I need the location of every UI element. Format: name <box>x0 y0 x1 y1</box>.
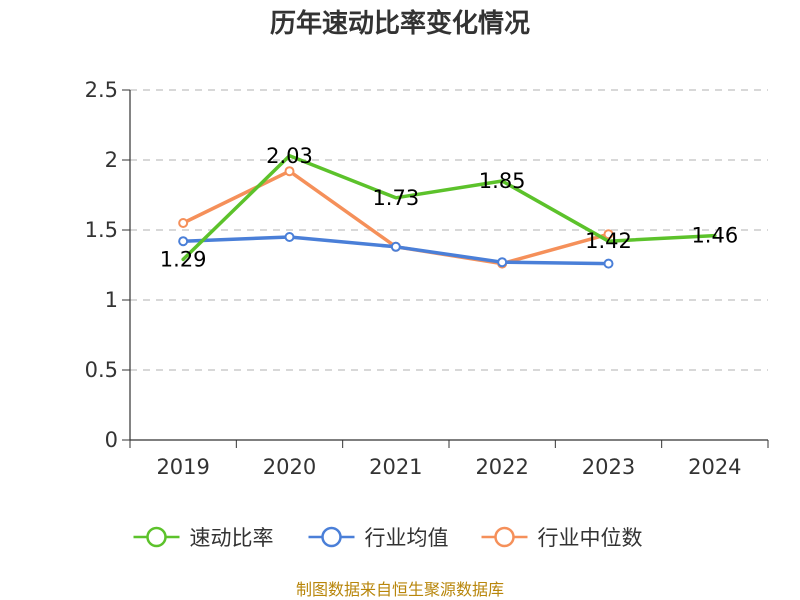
series-line-速动比率 <box>181 154 717 262</box>
data-label-2022: 1.85 <box>479 169 526 193</box>
x-tick-label-2021: 2021 <box>369 455 422 479</box>
y-tick-label-5: 2.5 <box>85 78 118 102</box>
axes: 0 0.5 1 1.5 2 2.5 2019 2020 2021 2022 2023 2024 <box>85 78 769 479</box>
legend-item-速动比率[interactable]: 速动比率 <box>133 526 274 550</box>
legend[interactable]: 速动比率 行业均值 行业中位数 <box>133 526 643 550</box>
x-tick-label-2019: 2019 <box>156 455 209 479</box>
data-label-2024: 1.46 <box>691 224 738 248</box>
y-tick-label-4: 2 <box>105 148 118 172</box>
data-label-2023: 1.42 <box>585 229 632 253</box>
point-行业中位数-2020 <box>284 166 295 177</box>
legend-item-行业均值[interactable]: 行业均值 <box>308 526 449 550</box>
legend-label-速动比率: 速动比率 <box>190 526 274 550</box>
x-tick-label-2020: 2020 <box>263 455 316 479</box>
x-tick-label-2024: 2024 <box>688 455 741 479</box>
series-layer <box>178 154 717 269</box>
grid-lines <box>130 89 768 371</box>
source-note: 制图数据来自恒生聚源数据库 <box>296 580 504 599</box>
legend-label-行业均值: 行业均值 <box>365 526 449 550</box>
data-label-2019: 1.29 <box>160 247 207 271</box>
point-行业均值-2020 <box>284 232 295 242</box>
legend-item-行业中位数[interactable]: 行业中位数 <box>481 526 643 550</box>
data-label-2021: 1.73 <box>372 186 419 210</box>
legend-marker-行业均值 <box>321 526 342 548</box>
x-tick-label-2023: 2023 <box>582 455 635 479</box>
y-tick-label-2: 1 <box>105 288 118 312</box>
x-tick-label-2022: 2022 <box>475 455 528 479</box>
y-tick-label-0: 0 <box>105 428 118 452</box>
point-行业中位数-2023 <box>603 229 614 240</box>
data-label-2020: 2.03 <box>266 144 313 168</box>
legend-marker-速动比率 <box>146 526 167 548</box>
point-行业均值-2023 <box>603 258 614 269</box>
y-tick-label-1: 0.5 <box>85 358 118 382</box>
data-labels: 1.29 2.03 1.73 1.85 1.42 1.46 <box>160 144 738 272</box>
point-行业均值-2019 <box>178 236 189 247</box>
point-行业均值-2021 <box>390 241 401 252</box>
legend-label-行业中位数: 行业中位数 <box>538 526 643 550</box>
legend-marker-行业中位数 <box>494 526 515 548</box>
y-tick-label-3: 1.5 <box>85 218 118 242</box>
point-行业均值-2022 <box>497 257 508 268</box>
point-行业中位数-2019 <box>178 218 189 228</box>
chart-title: 历年速动比率变化情况 <box>270 8 530 39</box>
